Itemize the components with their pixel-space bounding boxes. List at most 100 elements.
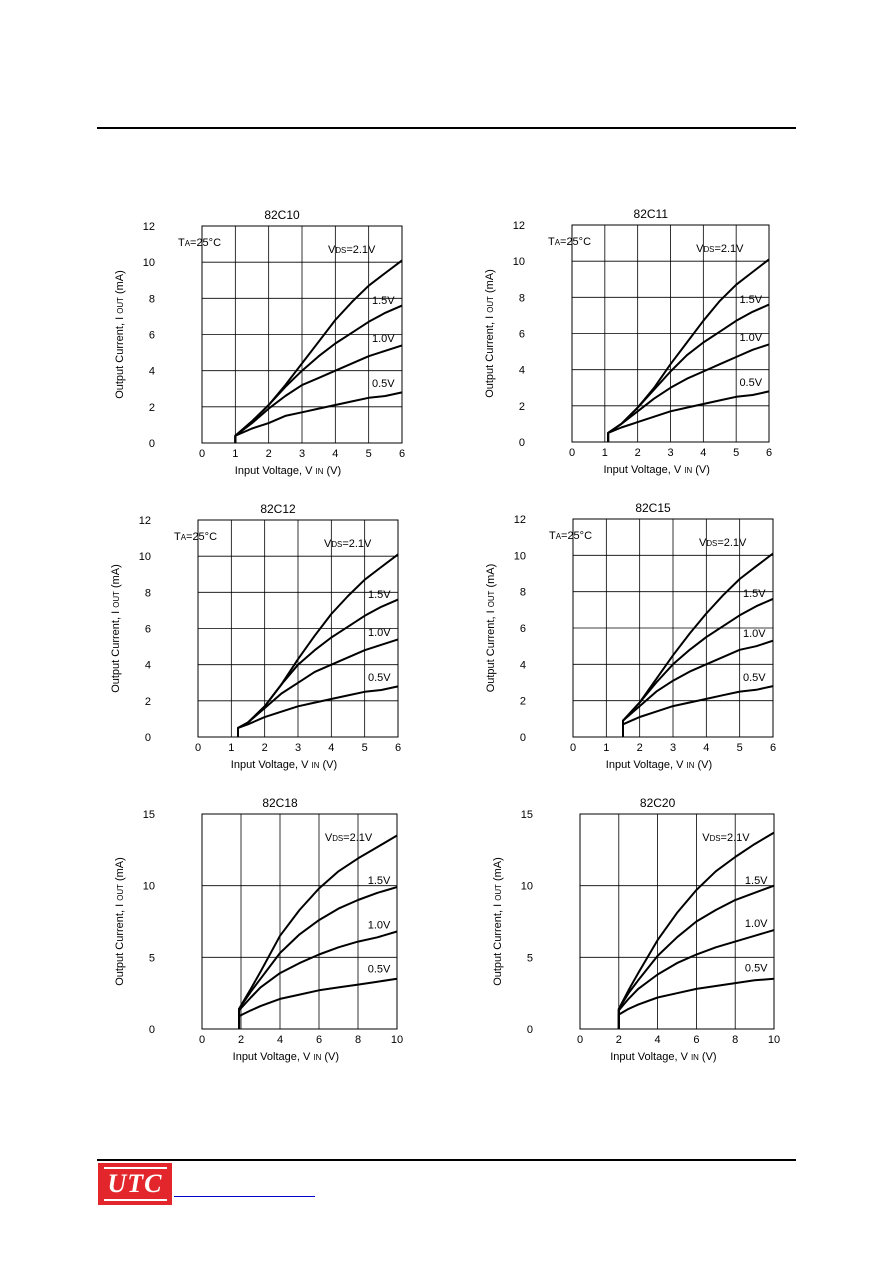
y-tick-label: 15 [143,809,155,821]
series-line [622,639,774,737]
y-tick-label: 0 [527,1024,533,1036]
x-tick-label: 2 [238,1034,244,1046]
series-label: 0.5V [743,672,766,684]
series-line [237,685,399,737]
x-tick-label: 0 [199,1034,205,1046]
x-tick-label: 6 [316,1034,322,1046]
series-line [622,597,774,737]
series-line [238,977,398,1029]
plot-frame [572,518,774,738]
x-tick-label: 5 [362,742,368,754]
plot-frame [201,225,403,444]
x-tick-label: 6 [766,447,772,459]
series-label: 0.5V [368,672,391,684]
y-tick-label: 12 [513,220,525,232]
series-label: 1.0V [743,628,766,640]
vds-label: VDS=2.1V [699,537,747,549]
series-line [234,391,403,443]
series-label: 1.5V [368,589,391,601]
vds-label: VDS=2.1V [324,538,372,550]
chart-title: 82C11 [634,207,669,221]
y-tick-label: 0 [149,438,155,450]
x-axis-label: Input Voltage, V IN (V) [233,1051,339,1063]
series-line [622,685,774,737]
x-tick-label: 4 [332,448,338,460]
vds-label: VDS=2.1V [696,243,744,255]
series-line [617,831,775,1029]
y-tick-label: 12 [514,514,526,526]
chart-82C18: 0 2 4 6 8 10 0 5 10 15 82C18 Input Voltage, V IN (V… [114,796,403,1063]
x-tick-label: 0 [569,447,575,459]
plot-frame [571,224,770,443]
x-tick-label: 4 [277,1034,283,1046]
series-label: 1.5V [743,588,766,600]
y-tick-label: 2 [149,402,155,414]
series-line [617,884,775,1029]
series-line [238,886,398,1029]
footer-link[interactable] [174,1196,315,1197]
series-label: 1.0V [368,627,391,639]
y-tick-label: 10 [139,551,151,563]
x-tick-label: 1 [232,448,238,460]
x-tick-label: 0 [199,448,205,460]
series-line [617,977,775,1029]
x-tick-label: 6 [693,1034,699,1046]
series-label: 0.5V [739,377,762,389]
y-tick-label: 15 [521,809,533,821]
y-tick-label: 4 [520,659,526,671]
x-tick-label: 5 [737,742,743,754]
y-tick-label: 0 [520,732,526,744]
y-tick-label: 0 [145,732,151,744]
plot-frame [579,813,775,1030]
series-line [238,834,398,1029]
x-tick-label: 6 [399,448,405,460]
y-tick-label: 10 [514,550,526,562]
x-tick-label: 0 [570,742,576,754]
x-tick-label: 6 [395,742,401,754]
y-axis-label: Output Current, I OUT (mA) [485,564,497,693]
y-tick-label: 4 [145,660,151,672]
series-label: 1.0V [739,332,762,344]
x-tick-label: 4 [328,742,334,754]
x-axis-label: Input Voltage, V IN (V) [231,759,337,771]
y-tick-label: 6 [520,623,526,635]
x-tick-label: 4 [703,742,709,754]
x-tick-label: 1 [603,742,609,754]
y-tick-label: 6 [519,329,525,341]
x-tick-label: 1 [228,742,234,754]
y-tick-label: 12 [143,221,155,233]
y-tick-label: 8 [519,292,525,304]
series-label: 0.5V [372,378,395,390]
temperature-label: TA=25°C [174,531,217,543]
series-line [238,930,398,1029]
temperature-label: TA=25°C [178,237,221,249]
x-tick-label: 2 [262,742,268,754]
x-tick-label: 0 [577,1034,583,1046]
y-tick-label: 8 [149,293,155,305]
plot-frame [201,813,398,1030]
y-tick-label: 2 [519,401,525,413]
y-tick-label: 10 [521,881,533,893]
series-line [607,390,770,442]
x-tick-label: 2 [616,1034,622,1046]
x-tick-label: 2 [637,742,643,754]
y-tick-label: 10 [513,256,525,268]
chart-title: 82C10 [264,208,300,222]
x-axis-label: Input Voltage, V IN (V) [606,759,712,771]
temperature-label: TA=25°C [549,530,592,542]
y-tick-label: 0 [149,1024,155,1036]
y-tick-label: 5 [527,952,533,964]
x-tick-label: 3 [295,742,301,754]
y-tick-label: 10 [143,881,155,893]
series-label: 1.0V [372,333,395,345]
series-label: 1.5V [372,295,395,307]
chart-title: 82C20 [640,796,676,810]
utc-logo: UTC [98,1163,172,1205]
y-tick-label: 8 [145,587,151,599]
y-axis-label: Output Current, I OUT (mA) [110,564,122,693]
